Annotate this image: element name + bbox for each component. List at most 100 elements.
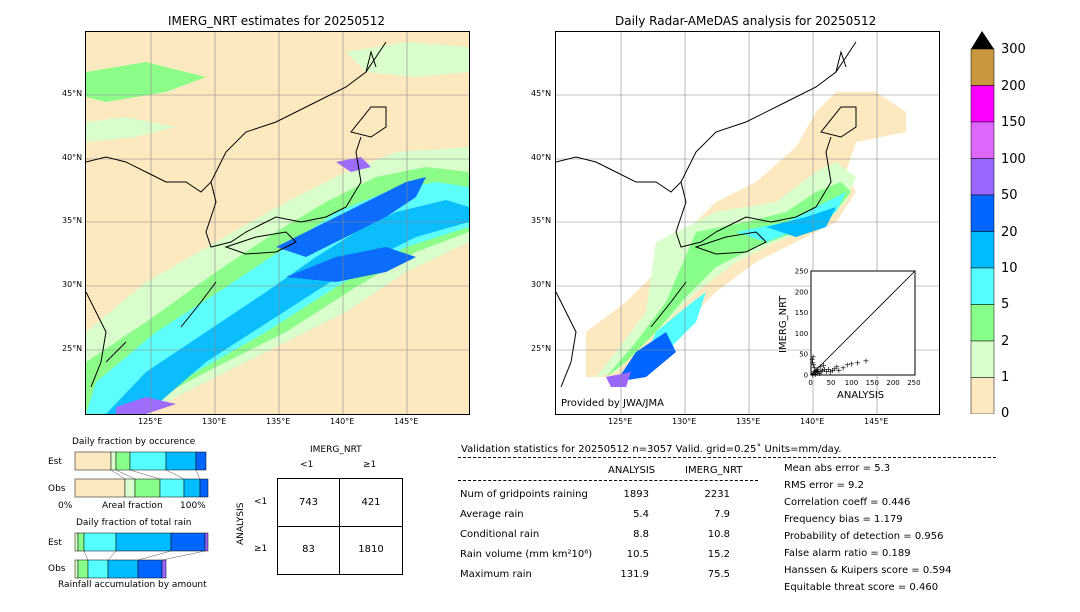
colorbar-label-20: 20 bbox=[1001, 225, 1018, 240]
validation-row-label: Maximum rain bbox=[460, 569, 532, 580]
left-lat-label-25: 25°N bbox=[62, 344, 83, 353]
scatter-point: + bbox=[809, 355, 816, 364]
score-line: Mean abs error = 5.3 bbox=[784, 463, 891, 474]
scatter-point: + bbox=[833, 363, 840, 372]
score-line: Hanssen & Kuipers score = 0.594 bbox=[784, 565, 952, 576]
scatter-ytick-label: 250 bbox=[795, 268, 808, 276]
total-rain-obs-label: Obs bbox=[48, 564, 66, 574]
scatter-point: + bbox=[844, 361, 851, 370]
total-rain-caption: Rainfall accumulation by amount bbox=[58, 580, 207, 590]
scatter-point: + bbox=[813, 366, 820, 375]
colorbar-label-5: 5 bbox=[1001, 297, 1010, 312]
scatter-ytick-label: 0 bbox=[804, 372, 808, 380]
validation-row-label: Average rain bbox=[460, 509, 524, 520]
validation-col-analysis: ANALYSIS bbox=[608, 465, 656, 476]
tr-est-seg-4 bbox=[115, 532, 172, 552]
score-line: RMS error = 9.2 bbox=[784, 480, 864, 491]
contingency-table: 743 421 83 1810 bbox=[277, 478, 403, 575]
validation-row-imerg: 75.5 bbox=[707, 569, 730, 580]
left-map-title: IMERG_NRT estimates for 20250512 bbox=[168, 14, 385, 28]
contingency-cell-21: 83 bbox=[302, 544, 315, 555]
right-lat-label-45: 45°N bbox=[531, 89, 552, 98]
scatter-point: + bbox=[810, 361, 817, 370]
validation-row-imerg: 7.9 bbox=[714, 509, 730, 520]
colorbar-label-100: 100 bbox=[1001, 152, 1026, 167]
validation-row-analysis: 8.8 bbox=[633, 529, 649, 540]
left-map-rain-field bbox=[86, 32, 469, 414]
right-lon-label-135: 135°E bbox=[736, 417, 761, 426]
validation-col-imerg: IMERG_NRT bbox=[685, 465, 743, 476]
left-lat-label-40: 40°N bbox=[62, 153, 83, 162]
validation-header: Validation statistics for 20250512 n=305… bbox=[461, 444, 842, 455]
colorbar-swatch bbox=[970, 48, 995, 86]
total-rain-title: Daily fraction of total rain bbox=[76, 518, 192, 528]
scatter-point: + bbox=[823, 367, 830, 376]
validation-row-analysis: 5.4 bbox=[633, 509, 649, 520]
validation-row-imerg: 10.8 bbox=[707, 529, 730, 540]
colorbar-label-0: 0 bbox=[1001, 406, 1010, 421]
occ-est-seg-5 bbox=[165, 451, 197, 471]
validation-row-imerg: 2231 bbox=[704, 489, 730, 500]
colorbar-swatch bbox=[970, 158, 995, 196]
contingency-col-header: IMERG_NRT bbox=[310, 445, 362, 455]
validation-row-analysis: 131.9 bbox=[620, 569, 649, 580]
score-line: Probability of detection = 0.956 bbox=[784, 531, 944, 542]
tr-obs-seg-5 bbox=[137, 559, 163, 579]
occ-obs-seg-1 bbox=[74, 478, 126, 498]
scatter-point: + bbox=[810, 369, 817, 378]
scatter-point: + bbox=[829, 366, 836, 375]
score-line: Frequency bias = 1.179 bbox=[784, 514, 903, 525]
scatter-point: + bbox=[809, 359, 816, 368]
scatter-point: + bbox=[854, 359, 861, 368]
scatter-point: + bbox=[821, 365, 828, 374]
right-lon-label-145: 145°E bbox=[864, 417, 889, 426]
scatter-point: + bbox=[831, 364, 838, 373]
scatter-point: + bbox=[814, 365, 821, 374]
score-line: False alarm ratio = 0.189 bbox=[784, 548, 911, 559]
scatter-xtick-label: 250 bbox=[907, 379, 920, 387]
scatter-ytick-label: 100 bbox=[795, 330, 808, 338]
scatter-ytick-label: 50 bbox=[799, 351, 808, 359]
colorbar-swatch bbox=[970, 85, 995, 123]
validation-row-imerg: 15.2 bbox=[707, 549, 730, 560]
scatter-ytick-label: 150 bbox=[795, 309, 808, 317]
validation-header-rule bbox=[458, 457, 996, 458]
colorbar-label-300: 300 bbox=[1001, 42, 1026, 57]
total-rain-est-label: Est bbox=[48, 538, 62, 548]
scatter-point: + bbox=[840, 364, 847, 373]
colorbar-swatch bbox=[970, 194, 995, 232]
scatter-point: + bbox=[820, 361, 827, 370]
left-lon-label-125: 125°E bbox=[138, 417, 163, 426]
scatter-xtick-label: 50 bbox=[827, 379, 836, 387]
scatter-point: + bbox=[818, 368, 825, 377]
right-map-title: Daily Radar-AMeDAS analysis for 20250512 bbox=[615, 14, 877, 28]
validation-row-analysis: 1893 bbox=[623, 489, 649, 500]
validation-row-label: Num of gridpoints raining bbox=[460, 489, 588, 500]
total-rain-chart bbox=[74, 532, 209, 579]
scatter-point: + bbox=[809, 371, 816, 380]
tr-obs-seg-3 bbox=[87, 559, 109, 579]
occ-obs-seg-6 bbox=[199, 478, 209, 498]
colorbar-swatch bbox=[970, 377, 995, 415]
score-line: Equitable threat score = 0.460 bbox=[784, 582, 939, 593]
left-lon-label-140: 140°E bbox=[330, 417, 355, 426]
tr-obs-seg-2 bbox=[77, 559, 89, 579]
tr-est-seg-3 bbox=[83, 532, 117, 552]
occ-est-seg-3 bbox=[115, 451, 131, 471]
tr-obs-seg-6 bbox=[161, 559, 167, 579]
colorbar-swatch bbox=[970, 340, 995, 378]
tr-est-seg-1 bbox=[74, 532, 79, 552]
tr-est-seg-6 bbox=[204, 532, 209, 552]
score-line: Correlation coeff = 0.446 bbox=[784, 497, 911, 508]
contingency-col-ge: ≥1 bbox=[363, 460, 377, 470]
left-lat-label-35: 35°N bbox=[62, 216, 83, 225]
occurrence-axis-0: 0% bbox=[58, 501, 73, 511]
occ-obs-seg-5 bbox=[183, 478, 201, 498]
left-lon-label-130: 130°E bbox=[202, 417, 227, 426]
contingency-col-lt: <1 bbox=[300, 460, 314, 470]
scatter-point: + bbox=[813, 369, 820, 378]
scatter-xtick-label: 100 bbox=[845, 379, 858, 387]
scatter-point: + bbox=[863, 356, 870, 365]
contingency-row-ge: ≥1 bbox=[254, 544, 268, 554]
occurrence-axis-100: 100% bbox=[180, 501, 206, 511]
